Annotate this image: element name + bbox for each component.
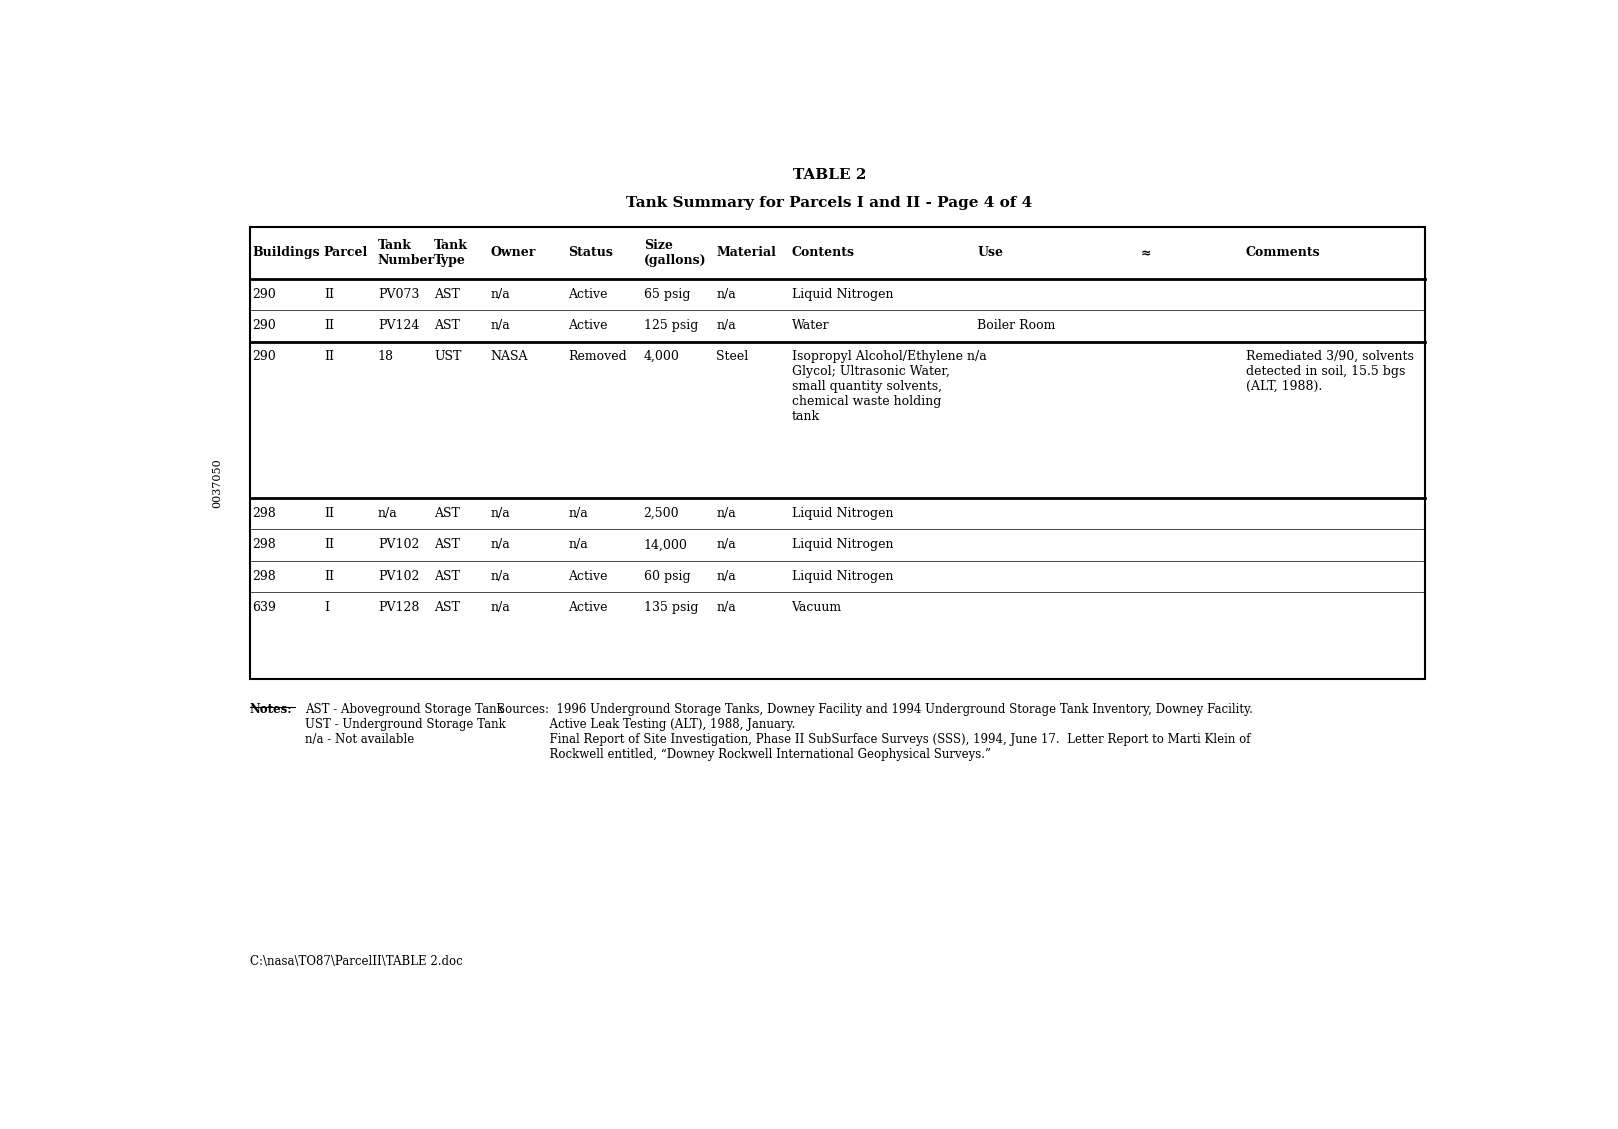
Bar <box>249 227 1425 679</box>
Text: II: II <box>324 320 333 332</box>
Text: Size
(gallons): Size (gallons) <box>644 239 707 266</box>
Text: Parcel: Parcel <box>324 246 369 260</box>
Text: 18: 18 <box>377 350 393 364</box>
Text: 14,000: 14,000 <box>644 539 688 551</box>
Text: 2,500: 2,500 <box>644 507 680 520</box>
Text: Tank
Type: Tank Type <box>434 239 468 266</box>
Text: 125 psig: 125 psig <box>644 320 697 332</box>
Text: n/a: n/a <box>717 539 736 551</box>
Text: n/a: n/a <box>717 288 736 301</box>
Text: Removed: Removed <box>568 350 628 364</box>
Text: 290: 290 <box>252 320 277 332</box>
Text: II: II <box>324 570 333 583</box>
Text: n/a: n/a <box>717 507 736 520</box>
Text: Active: Active <box>568 288 608 301</box>
Text: ≈: ≈ <box>1141 246 1150 260</box>
Text: AST: AST <box>434 601 460 614</box>
Text: n/a: n/a <box>717 320 736 332</box>
Text: n/a: n/a <box>490 570 510 583</box>
Text: n/a: n/a <box>490 320 510 332</box>
Text: Tank Summary for Parcels I and II - Page 4 of 4: Tank Summary for Parcels I and II - Page… <box>626 196 1032 210</box>
Text: Water: Water <box>791 320 830 332</box>
Text: Sources:  1996 Underground Storage Tanks, Downey Facility and 1994 Underground S: Sources: 1996 Underground Storage Tanks,… <box>497 703 1252 761</box>
Text: PV073: PV073 <box>377 288 419 301</box>
Text: NASA: NASA <box>490 350 527 364</box>
Text: PV124: PV124 <box>377 320 419 332</box>
Text: II: II <box>324 288 333 301</box>
Text: Contents: Contents <box>791 246 854 260</box>
Text: Liquid Nitrogen: Liquid Nitrogen <box>791 539 893 551</box>
Text: Vacuum: Vacuum <box>791 601 841 614</box>
Text: Isopropyl Alcohol/Ethylene n/a
Glycol; Ultrasonic Water,
small quantity solvents: Isopropyl Alcohol/Ethylene n/a Glycol; U… <box>791 350 987 423</box>
Text: 290: 290 <box>252 288 277 301</box>
Text: 60 psig: 60 psig <box>644 570 691 583</box>
Text: PV102: PV102 <box>377 539 419 551</box>
Text: Comments: Comments <box>1246 246 1320 260</box>
Text: Liquid Nitrogen: Liquid Nitrogen <box>791 570 893 583</box>
Text: 298: 298 <box>252 539 277 551</box>
Text: Use: Use <box>977 246 1003 260</box>
Text: AST: AST <box>434 507 460 520</box>
Text: Steel: Steel <box>717 350 749 364</box>
Text: II: II <box>324 539 333 551</box>
Text: AST: AST <box>434 539 460 551</box>
Text: Active: Active <box>568 570 608 583</box>
Text: Active: Active <box>568 320 608 332</box>
Text: n/a: n/a <box>568 539 589 551</box>
Text: 290: 290 <box>252 350 277 364</box>
Text: AST - Aboveground Storage Tank
UST - Underground Storage Tank
n/a - Not availabl: AST - Aboveground Storage Tank UST - Und… <box>306 703 506 746</box>
Text: Tank
Number: Tank Number <box>377 239 435 266</box>
Text: Active: Active <box>568 601 608 614</box>
Text: n/a: n/a <box>568 507 589 520</box>
Text: n/a: n/a <box>490 288 510 301</box>
Text: 0037050: 0037050 <box>212 458 222 508</box>
Text: C:\nasa\TO87\ParcelII\TABLE 2.doc: C:\nasa\TO87\ParcelII\TABLE 2.doc <box>249 955 463 969</box>
Text: Liquid Nitrogen: Liquid Nitrogen <box>791 288 893 301</box>
Text: Liquid Nitrogen: Liquid Nitrogen <box>791 507 893 520</box>
Text: AST: AST <box>434 320 460 332</box>
Text: II: II <box>324 507 333 520</box>
Text: PV128: PV128 <box>377 601 419 614</box>
Text: n/a: n/a <box>490 539 510 551</box>
Text: AST: AST <box>434 288 460 301</box>
Text: n/a: n/a <box>490 601 510 614</box>
Text: 639: 639 <box>252 601 277 614</box>
Text: Material: Material <box>717 246 777 260</box>
Text: II: II <box>324 350 333 364</box>
Text: 298: 298 <box>252 570 277 583</box>
Text: Notes:: Notes: <box>249 703 293 716</box>
Text: 135 psig: 135 psig <box>644 601 697 614</box>
Text: I: I <box>324 601 328 614</box>
Text: UST: UST <box>434 350 461 364</box>
Text: n/a: n/a <box>717 601 736 614</box>
Text: n/a: n/a <box>490 507 510 520</box>
Text: n/a: n/a <box>377 507 398 520</box>
Text: AST: AST <box>434 570 460 583</box>
Text: Boiler Room: Boiler Room <box>977 320 1055 332</box>
Text: PV102: PV102 <box>377 570 419 583</box>
Text: TABLE 2: TABLE 2 <box>793 167 866 182</box>
Text: Status: Status <box>568 246 613 260</box>
Text: n/a: n/a <box>717 570 736 583</box>
Text: 4,000: 4,000 <box>644 350 680 364</box>
Text: Remediated 3/90, solvents
detected in soil, 15.5 bgs
(ALT, 1988).: Remediated 3/90, solvents detected in so… <box>1246 350 1414 393</box>
Text: Owner: Owner <box>490 246 536 260</box>
Text: 298: 298 <box>252 507 277 520</box>
Text: 65 psig: 65 psig <box>644 288 691 301</box>
Text: Buildings: Buildings <box>252 246 320 260</box>
